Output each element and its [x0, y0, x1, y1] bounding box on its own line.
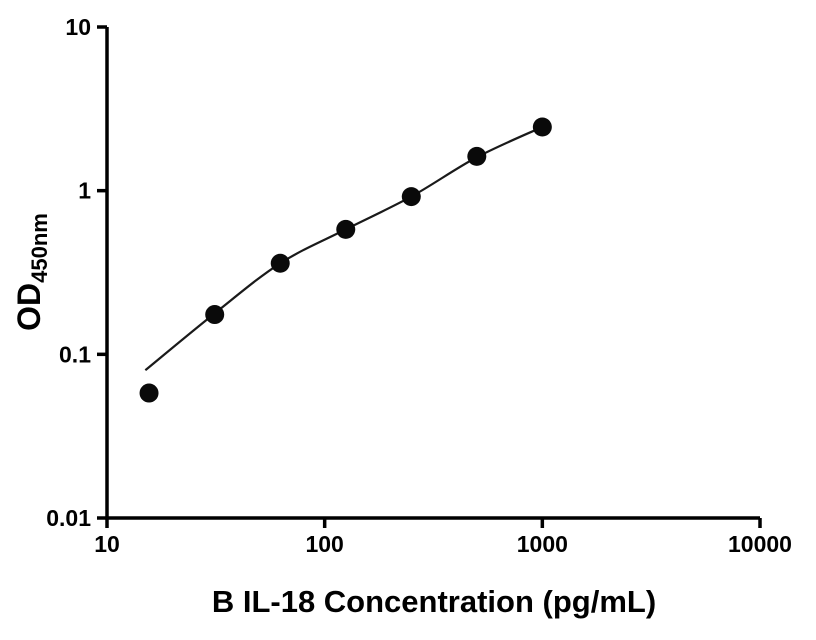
y-tick-label: 10 [65, 14, 91, 40]
y-tick-label: 0.1 [59, 341, 91, 367]
data-point [205, 305, 225, 325]
data-point [401, 187, 421, 207]
data-point [336, 219, 356, 239]
data-point [270, 253, 290, 273]
plot-area: 10 100 1000 10000 0.01 0.1 1 10 [46, 14, 792, 557]
x-tick-label: 1000 [517, 531, 568, 557]
data-point [139, 383, 159, 403]
y-axis-title: OD450nm [11, 213, 52, 331]
y-tick-label: 0.01 [46, 505, 91, 531]
x-tick-label: 10000 [728, 531, 792, 557]
x-tick-label: 10 [94, 531, 120, 557]
x-tick-label: 100 [305, 531, 343, 557]
y-tick-label: 1 [78, 178, 91, 204]
data-point [532, 117, 552, 137]
y-axis-title-sub: 450nm [27, 213, 52, 283]
y-axis-title-main: OD [11, 283, 47, 331]
axes-lines [105, 27, 760, 520]
data-point [467, 146, 487, 166]
x-axis-title: B IL-18 Concentration (pg/mL) [212, 584, 656, 619]
